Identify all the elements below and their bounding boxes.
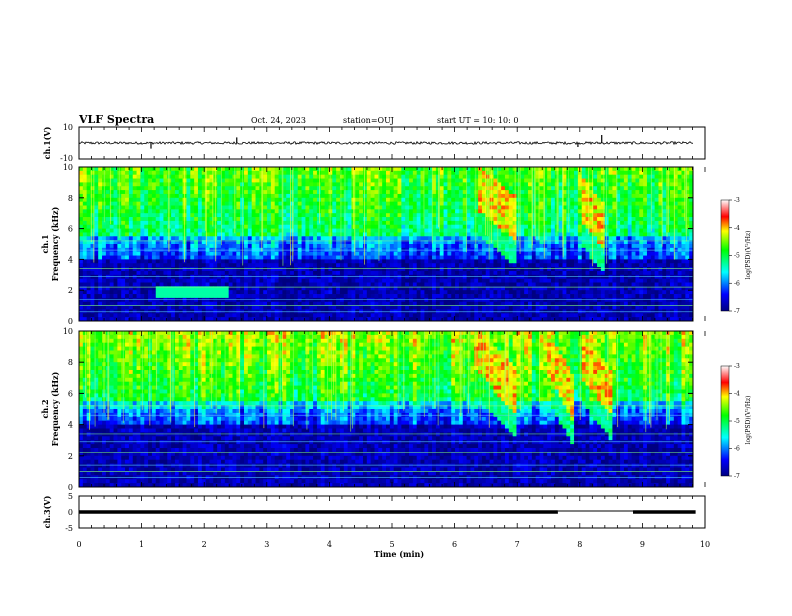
xtick-label: 5 [389,540,394,549]
start-time-label: start UT = 10: 10: 0 [437,116,518,125]
ytick-label: 6 [68,225,73,234]
ytick-label: 8 [68,358,73,367]
ch1-spectrogram-panel: 0 2 4 6 8 10 ch.1 Frequency (kHz) [40,163,693,326]
xtick-label: 4 [327,540,332,549]
ytick-label: 2 [68,286,73,295]
colorbar-tick-label: -3 [734,197,740,204]
ch2-spectrogram-cells [79,331,693,487]
xtick-label: 6 [452,540,457,549]
ytick-label: 8 [68,194,73,203]
x-axis-tick-labels: 0 1 2 3 4 5 6 7 8 9 10 [76,540,710,549]
ch2-spec-ylabel-freq: Frequency (kHz) [50,371,60,446]
ytick-label: 4 [68,255,73,264]
colorbar-tick-label: -5 [734,253,740,260]
date-label: Oct. 24, 2023 [251,116,306,125]
colorbar-tick-label: -4 [734,391,740,398]
colorbar-tick-label: -3 [734,363,740,370]
ch1-spec-ylabel-channel: ch.1 [40,234,50,253]
colorbar-tick-label: -4 [734,225,740,232]
ch1-colorbar: -3 -4 -5 -6 -7 log(PSD)(V²/Hz) [721,197,752,315]
ytick-label: 6 [68,389,73,398]
xtick-label: 3 [264,540,269,549]
ytick-label: 0 [68,483,73,492]
ch1-ylabel: ch.1(V) [42,126,52,159]
colorbar-tick-label: -6 [734,446,740,453]
ytick-label: 10 [63,163,73,172]
figure-title: VLF Spectra [78,113,154,126]
colorbar-tick-label: -7 [734,308,740,315]
ch3-ytick-bottom: -5 [65,524,73,533]
xtick-label: 7 [515,540,520,549]
ch1-colorbar-label: log(PSD)(V²/Hz) [745,231,752,280]
station-label: station=OUJ [343,116,394,125]
xtick-label: 8 [577,540,582,549]
ch1-ytick-bottom: -10 [60,154,73,163]
xtick-label: 0 [76,540,81,549]
xtick-label: 1 [139,540,144,549]
colorbar-tick-label: -5 [734,418,740,425]
ch3-ytick-mid: 0 [68,508,73,517]
ytick-label: 4 [68,421,73,430]
ch2-spec-ylabel-channel: ch.2 [40,399,50,418]
ytick-label: 0 [68,317,73,326]
ytick-label: 2 [68,452,73,461]
ch3-ytick-top: 5 [68,492,73,501]
ch2-colorbar: -3 -4 -5 -6 -7 log(PSD)(V²/Hz) [721,363,752,480]
ch1-ytick-top: 10 [63,123,73,132]
x-axis-label: Time (min) [374,549,424,559]
xtick-label: 2 [202,540,207,549]
ytick-label: 10 [63,327,73,336]
ch1-spectrogram-cells [79,167,693,321]
xtick-label: 9 [640,540,645,549]
colorbar-tick-label: -7 [734,473,740,480]
xtick-label: 10 [700,540,710,549]
colorbar-tick-label: -6 [734,280,740,287]
ch3-ylabel: ch.3(V) [42,495,52,528]
ch2-spectrogram-panel: 0 2 4 6 8 10 ch.2 Frequency (kHz) [40,327,693,492]
ch1-spec-ylabel-freq: Frequency (kHz) [50,206,60,281]
ch2-colorbar-label: log(PSD)(V²/Hz) [745,396,752,445]
